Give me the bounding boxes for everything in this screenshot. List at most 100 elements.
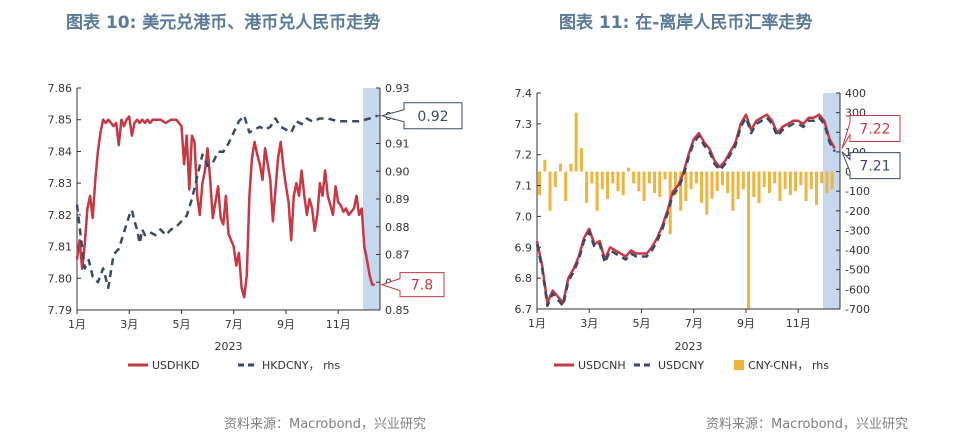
y-left-tick-label: 7.79 <box>48 304 73 317</box>
x-tick-label: 3月 <box>580 317 598 330</box>
y-left-tick-label: 7.86 <box>48 82 73 95</box>
x-tick-label: 11月 <box>786 317 811 330</box>
annotation-label: 7.22 <box>859 122 890 138</box>
annotation-callout <box>841 115 901 149</box>
bar-1-20 <box>642 171 646 201</box>
bar-1-28 <box>684 171 688 201</box>
y-right-tick-label: -200 <box>845 205 870 218</box>
bar-1-44 <box>767 171 771 194</box>
bar-1-52 <box>809 171 813 190</box>
y-left-tick-label: 6.9 <box>515 241 533 254</box>
bar-1-11 <box>595 171 599 211</box>
bar-1-9 <box>585 171 589 203</box>
bar-1-2 <box>548 171 552 211</box>
annotation-label: 0.92 <box>417 109 448 125</box>
bar-1-14 <box>611 171 615 184</box>
y-right-tick-label: -100 <box>845 185 870 198</box>
bar-1-50 <box>799 171 803 186</box>
y-right-tick-label: -700 <box>845 303 870 316</box>
bar-1-16 <box>621 171 625 196</box>
y-right-tick-label: 0.93 <box>385 82 410 95</box>
y-left-tick-label: 6.7 <box>515 303 533 316</box>
y-right-tick-label: 0.90 <box>385 165 410 178</box>
chart-0: 7.86 7.85 7.84 7.83 7.82 7.81 7.80 7.79 0.93 0.92… <box>48 82 463 372</box>
bar-1-29 <box>689 171 693 190</box>
bar-1-23 <box>658 171 662 198</box>
bar-1-54 <box>820 171 824 184</box>
bar-1-0 <box>538 171 542 196</box>
x-tick-label: 11月 <box>326 318 351 331</box>
bar-1-33 <box>710 171 714 200</box>
bar-1-35 <box>720 171 724 186</box>
x-tick-label: 1月 <box>528 317 546 330</box>
y-right-tick-label: -600 <box>845 283 870 296</box>
bar-1-18 <box>632 171 636 184</box>
bar-1-36 <box>726 171 730 194</box>
bar-1-26 <box>673 171 677 196</box>
y-left-tick-label: 7.84 <box>48 145 73 158</box>
legend-swatch <box>734 360 744 370</box>
y-right-tick-label: 0.91 <box>385 138 410 151</box>
highlight-band <box>363 88 380 310</box>
bar-1-51 <box>804 171 808 201</box>
series-line-usdhkd <box>75 115 375 299</box>
y-right-tick-label: -300 <box>845 224 870 237</box>
bar-1-17 <box>626 167 630 172</box>
legend-label: USDHKD <box>152 359 199 372</box>
series-line-usdcnh <box>535 113 836 305</box>
y-left-tick-label: 7.4 <box>515 87 533 100</box>
bar-1-55 <box>825 171 829 194</box>
y-right-tick-label: 0.85 <box>385 304 410 317</box>
bar-1-19 <box>637 171 641 192</box>
y-left-tick-label: 6.8 <box>515 272 533 285</box>
bar-1-1 <box>543 159 547 172</box>
bar-1-40 <box>747 171 751 309</box>
y-left-tick-label: 7.83 <box>48 177 73 190</box>
bar-1-37 <box>731 171 735 211</box>
bar-1-27 <box>679 171 683 211</box>
y-right-tick-label: -500 <box>845 264 870 277</box>
y-left-tick-label: 7.2 <box>515 149 533 162</box>
x-axis-label: 2023 <box>215 340 243 353</box>
y-left-tick-label: 7.1 <box>515 180 533 193</box>
bar-1-10 <box>590 171 594 184</box>
bar-1-13 <box>606 171 610 200</box>
x-tick-label: 7月 <box>225 318 243 331</box>
x-tick-label: 7月 <box>685 317 703 330</box>
bar-1-21 <box>647 171 651 184</box>
bar-1-12 <box>600 171 604 190</box>
source-note-10: 资料来源：Macrobond，兴业研究 <box>224 417 427 432</box>
bar-1-41 <box>752 171 756 198</box>
annotation-callout <box>380 272 445 298</box>
x-tick-label: 1月 <box>68 318 86 331</box>
chart-title-10: 图表 10: 美元兑港币、港币兑人民币走势 <box>66 13 381 33</box>
bar-1-48 <box>788 171 792 196</box>
bar-1-7 <box>574 112 578 172</box>
bar-1-45 <box>773 171 777 184</box>
x-axis-label: 2023 <box>675 340 703 353</box>
bar-1-6 <box>569 163 573 172</box>
bar-1-30 <box>694 171 698 184</box>
bar-1-24 <box>663 171 667 180</box>
highlight-band <box>823 93 840 309</box>
legend-label: HKDCNY， rhs <box>262 359 340 372</box>
x-tick-label: 9月 <box>277 318 295 331</box>
bar-1-53 <box>814 171 818 205</box>
x-tick-label: 5月 <box>172 318 190 331</box>
x-tick-label: 9月 <box>737 317 755 330</box>
chart-1: 7.47.37.27.17.06.96.86.74003002001000-10… <box>515 87 901 372</box>
legend-label: CNY-CNH， rhs <box>748 359 829 372</box>
bar-1-15 <box>616 171 620 192</box>
bar-1-34 <box>715 171 719 192</box>
y-left-tick-label: 7.81 <box>48 241 73 254</box>
annotation-callout <box>841 151 901 180</box>
bar-1-4 <box>559 163 563 172</box>
y-right-tick-label: 0.88 <box>385 221 410 234</box>
annotation-label: 7.8 <box>411 278 433 294</box>
y-right-tick-label: 400 <box>845 87 866 100</box>
x-tick-label: 5月 <box>632 317 650 330</box>
bar-1-39 <box>741 171 745 190</box>
y-left-tick-label: 7.85 <box>48 114 73 127</box>
bar-1-47 <box>783 171 787 190</box>
